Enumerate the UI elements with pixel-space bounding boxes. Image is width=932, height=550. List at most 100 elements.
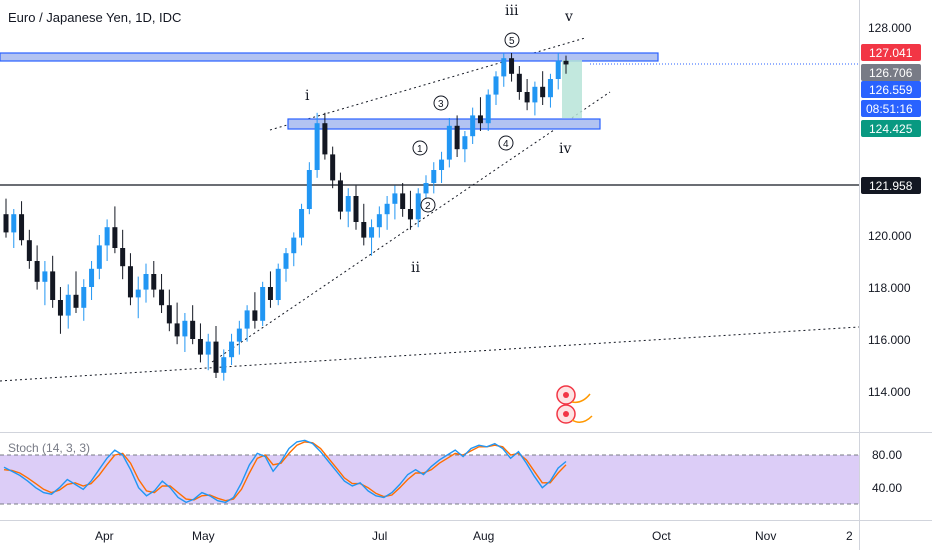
candle-body: [143, 274, 149, 290]
candle-body: [65, 294, 71, 316]
candle-body: [81, 287, 87, 308]
svg-text:08:51:16: 08:51:16: [866, 102, 913, 116]
wave-label-i: i: [305, 88, 310, 104]
wave-label-ii: ii: [411, 260, 420, 276]
stoch-band: [0, 455, 859, 504]
time-tick-nov: Nov: [755, 529, 776, 543]
candle-body: [330, 154, 336, 181]
candle-body: [431, 170, 437, 183]
stoch-d-line: [3, 441, 567, 502]
candles-group: [3, 53, 569, 381]
candle-body: [197, 339, 203, 355]
candle-body: [252, 310, 258, 321]
time-tick-aug: Aug: [473, 529, 494, 543]
candle-body: [407, 209, 413, 220]
candle-body: [26, 240, 32, 261]
price-tick-114: 114.000: [868, 385, 911, 399]
candle-body: [555, 60, 561, 79]
candle-body: [57, 300, 63, 316]
candle-body: [151, 274, 157, 290]
candle-body: [42, 271, 48, 282]
candle-body: [454, 125, 460, 150]
projection-box[interactable]: [562, 60, 582, 118]
candle-body: [345, 196, 351, 212]
svg-text:1: 1: [417, 144, 423, 155]
candle-body: [353, 196, 359, 222]
candle-body: [89, 268, 95, 287]
stoch-lines-group: [3, 439, 567, 504]
candle-body: [314, 123, 320, 170]
candle-body: [540, 86, 546, 98]
candle-body: [11, 214, 17, 233]
candle-body: [477, 115, 483, 124]
candle-body: [524, 92, 530, 103]
candle-body: [306, 170, 312, 209]
candle-body: [236, 328, 242, 342]
time-tick-apr: Apr: [95, 529, 114, 543]
candle-body: [446, 125, 452, 160]
candle-body: [369, 227, 375, 238]
candle-body: [190, 320, 196, 339]
candle-body: [96, 245, 102, 269]
stoch-k-line: [3, 439, 567, 504]
candle-body: [415, 193, 421, 220]
candle-body: [384, 203, 390, 215]
candle-body: [19, 214, 25, 241]
candle-body: [337, 180, 343, 212]
wave-label-iv: iv: [559, 141, 571, 157]
candle-body: [50, 271, 56, 300]
price-tag-126706: 126.706: [861, 64, 921, 81]
time-tick-jul: Jul: [372, 529, 387, 543]
candle-body: [322, 123, 328, 155]
candle-body: [267, 287, 273, 300]
candle-body: [73, 294, 79, 308]
circled-label-3: 3: [433, 95, 449, 111]
candle-body: [104, 227, 110, 246]
time-tick-oct: Oct: [652, 529, 671, 543]
candle-body: [501, 58, 507, 77]
price-tick-128: 128.000: [868, 21, 912, 35]
time-tick-may: May: [192, 529, 215, 543]
candle-body: [244, 310, 250, 329]
candle-body: [400, 193, 406, 209]
countdown-tag: 08:51:16: [861, 100, 921, 117]
wave-label-v: v: [564, 9, 573, 25]
candle-body: [229, 341, 235, 358]
candle-body: [283, 253, 289, 269]
candle-body: [166, 305, 172, 324]
lower-wedge-trendline[interactable]: [211, 91, 611, 363]
svg-text:2: 2: [425, 201, 431, 212]
price-tag-126559: 126.559: [861, 81, 921, 98]
svg-text:124.425: 124.425: [869, 122, 913, 136]
price-tick-116: 116.000: [868, 333, 911, 347]
candle-body: [112, 227, 118, 248]
candle-body: [509, 58, 515, 74]
events-icon[interactable]: [556, 385, 593, 424]
long-trendline[interactable]: [0, 326, 860, 382]
svg-text:127.041: 127.041: [869, 46, 913, 60]
price-tick-120: 120.000: [868, 229, 912, 243]
candle-body: [423, 183, 429, 194]
candle-body: [135, 289, 141, 298]
price-tag-121958: 121.958: [861, 177, 921, 194]
candle-body: [127, 266, 133, 298]
time-tick-2: 2: [846, 529, 853, 543]
stoch-title: Stoch (14, 3, 3): [8, 441, 90, 455]
candle-body: [516, 73, 522, 92]
candle-body: [376, 214, 382, 228]
circled-label-2: 2: [420, 197, 436, 213]
lower-support-zone[interactable]: [287, 118, 601, 130]
candle-body: [563, 60, 569, 65]
circled-label-1: 1: [412, 140, 428, 156]
candle-body: [439, 159, 445, 170]
svg-text:3: 3: [438, 99, 444, 110]
upper-resistance-zone[interactable]: [0, 52, 659, 62]
svg-text:126.706: 126.706: [869, 66, 913, 80]
svg-text:121.958: 121.958: [869, 179, 913, 193]
stoch-tick-80: 80.00: [872, 448, 902, 462]
candle-body: [205, 341, 211, 355]
candle-body: [120, 248, 126, 267]
candle-body: [361, 222, 367, 238]
price-tick-118: 118.000: [868, 281, 911, 295]
